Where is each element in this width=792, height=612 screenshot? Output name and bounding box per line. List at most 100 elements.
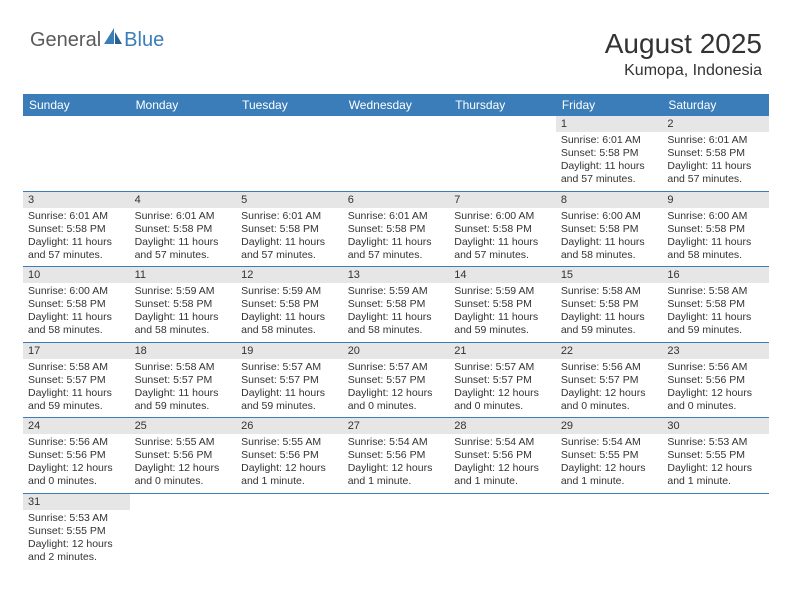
sunset-text: Sunset: 5:58 PM bbox=[454, 298, 551, 311]
daylight-text: Daylight: 11 hours and 58 minutes. bbox=[28, 311, 125, 337]
calendar-day-cell bbox=[449, 116, 556, 191]
sunset-text: Sunset: 5:58 PM bbox=[348, 223, 445, 236]
daylight-text: Daylight: 11 hours and 57 minutes. bbox=[28, 236, 125, 262]
daylight-text: Daylight: 12 hours and 1 minute. bbox=[348, 462, 445, 488]
day-info: Sunrise: 5:59 AMSunset: 5:58 PMDaylight:… bbox=[343, 283, 450, 342]
sunrise-text: Sunrise: 5:57 AM bbox=[241, 361, 338, 374]
day-info: Sunrise: 6:00 AMSunset: 5:58 PMDaylight:… bbox=[662, 208, 769, 267]
calendar-week-row: 31Sunrise: 5:53 AMSunset: 5:55 PMDayligh… bbox=[23, 493, 769, 568]
day-info: Sunrise: 5:56 AMSunset: 5:57 PMDaylight:… bbox=[556, 359, 663, 418]
calendar-day-cell: 8Sunrise: 6:00 AMSunset: 5:58 PMDaylight… bbox=[556, 191, 663, 267]
daylight-text: Daylight: 11 hours and 59 minutes. bbox=[241, 387, 338, 413]
sunset-text: Sunset: 5:58 PM bbox=[241, 298, 338, 311]
sunrise-text: Sunrise: 6:00 AM bbox=[667, 210, 764, 223]
daylight-text: Daylight: 12 hours and 1 minute. bbox=[241, 462, 338, 488]
day-info: Sunrise: 5:59 AMSunset: 5:58 PMDaylight:… bbox=[130, 283, 237, 342]
daylight-text: Daylight: 12 hours and 0 minutes. bbox=[561, 387, 658, 413]
day-number: 28 bbox=[449, 418, 556, 434]
weekday-header-row: Sunday Monday Tuesday Wednesday Thursday… bbox=[23, 94, 769, 116]
weekday-header: Saturday bbox=[662, 94, 769, 116]
day-number: 2 bbox=[662, 116, 769, 132]
daylight-text: Daylight: 12 hours and 0 minutes. bbox=[348, 387, 445, 413]
sunset-text: Sunset: 5:56 PM bbox=[135, 449, 232, 462]
weekday-header: Monday bbox=[130, 94, 237, 116]
daylight-text: Daylight: 12 hours and 0 minutes. bbox=[454, 387, 551, 413]
sunrise-text: Sunrise: 6:00 AM bbox=[28, 285, 125, 298]
sunrise-text: Sunrise: 5:57 AM bbox=[348, 361, 445, 374]
day-info: Sunrise: 6:01 AMSunset: 5:58 PMDaylight:… bbox=[130, 208, 237, 267]
calendar-week-row: 24Sunrise: 5:56 AMSunset: 5:56 PMDayligh… bbox=[23, 418, 769, 494]
calendar-day-cell: 21Sunrise: 5:57 AMSunset: 5:57 PMDayligh… bbox=[449, 342, 556, 418]
sunset-text: Sunset: 5:58 PM bbox=[561, 147, 658, 160]
sunrise-text: Sunrise: 6:01 AM bbox=[348, 210, 445, 223]
weekday-header: Sunday bbox=[23, 94, 130, 116]
calendar-week-row: 17Sunrise: 5:58 AMSunset: 5:57 PMDayligh… bbox=[23, 342, 769, 418]
calendar-week-row: 1Sunrise: 6:01 AMSunset: 5:58 PMDaylight… bbox=[23, 116, 769, 191]
calendar-day-cell: 4Sunrise: 6:01 AMSunset: 5:58 PMDaylight… bbox=[130, 191, 237, 267]
day-info: Sunrise: 5:58 AMSunset: 5:58 PMDaylight:… bbox=[662, 283, 769, 342]
day-info: Sunrise: 5:54 AMSunset: 5:56 PMDaylight:… bbox=[449, 434, 556, 493]
calendar-day-cell: 13Sunrise: 5:59 AMSunset: 5:58 PMDayligh… bbox=[343, 267, 450, 343]
daylight-text: Daylight: 11 hours and 57 minutes. bbox=[135, 236, 232, 262]
sunset-text: Sunset: 5:56 PM bbox=[454, 449, 551, 462]
calendar-day-cell: 20Sunrise: 5:57 AMSunset: 5:57 PMDayligh… bbox=[343, 342, 450, 418]
logo: General Blue bbox=[30, 28, 164, 53]
day-info: Sunrise: 6:01 AMSunset: 5:58 PMDaylight:… bbox=[556, 132, 663, 191]
daylight-text: Daylight: 11 hours and 59 minutes. bbox=[454, 311, 551, 337]
sunset-text: Sunset: 5:57 PM bbox=[561, 374, 658, 387]
sunrise-text: Sunrise: 5:55 AM bbox=[135, 436, 232, 449]
calendar-day-cell: 14Sunrise: 5:59 AMSunset: 5:58 PMDayligh… bbox=[449, 267, 556, 343]
calendar-day-cell: 6Sunrise: 6:01 AMSunset: 5:58 PMDaylight… bbox=[343, 191, 450, 267]
day-number: 21 bbox=[449, 343, 556, 359]
day-number: 19 bbox=[236, 343, 343, 359]
daylight-text: Daylight: 12 hours and 1 minute. bbox=[667, 462, 764, 488]
sunrise-text: Sunrise: 5:55 AM bbox=[241, 436, 338, 449]
sunrise-text: Sunrise: 6:01 AM bbox=[28, 210, 125, 223]
daylight-text: Daylight: 12 hours and 0 minutes. bbox=[667, 387, 764, 413]
daylight-text: Daylight: 12 hours and 0 minutes. bbox=[135, 462, 232, 488]
day-number: 15 bbox=[556, 267, 663, 283]
sunset-text: Sunset: 5:55 PM bbox=[28, 525, 125, 538]
sunrise-text: Sunrise: 5:54 AM bbox=[454, 436, 551, 449]
sunrise-text: Sunrise: 6:00 AM bbox=[561, 210, 658, 223]
day-number: 16 bbox=[662, 267, 769, 283]
sunset-text: Sunset: 5:57 PM bbox=[454, 374, 551, 387]
calendar-day-cell: 27Sunrise: 5:54 AMSunset: 5:56 PMDayligh… bbox=[343, 418, 450, 494]
daylight-text: Daylight: 11 hours and 57 minutes. bbox=[667, 160, 764, 186]
sunset-text: Sunset: 5:57 PM bbox=[135, 374, 232, 387]
calendar-day-cell bbox=[449, 493, 556, 568]
daylight-text: Daylight: 12 hours and 1 minute. bbox=[454, 462, 551, 488]
day-number: 17 bbox=[23, 343, 130, 359]
sunset-text: Sunset: 5:56 PM bbox=[28, 449, 125, 462]
sunset-text: Sunset: 5:58 PM bbox=[241, 223, 338, 236]
logo-text-blue: Blue bbox=[124, 29, 164, 52]
day-number: 22 bbox=[556, 343, 663, 359]
day-info: Sunrise: 6:00 AMSunset: 5:58 PMDaylight:… bbox=[23, 283, 130, 342]
calendar-day-cell: 9Sunrise: 6:00 AMSunset: 5:58 PMDaylight… bbox=[662, 191, 769, 267]
sunrise-text: Sunrise: 5:54 AM bbox=[348, 436, 445, 449]
day-info: Sunrise: 5:56 AMSunset: 5:56 PMDaylight:… bbox=[662, 359, 769, 418]
sunrise-text: Sunrise: 5:59 AM bbox=[348, 285, 445, 298]
day-number: 9 bbox=[662, 192, 769, 208]
sunrise-text: Sunrise: 5:59 AM bbox=[454, 285, 551, 298]
day-number: 6 bbox=[343, 192, 450, 208]
daylight-text: Daylight: 11 hours and 57 minutes. bbox=[561, 160, 658, 186]
sunset-text: Sunset: 5:58 PM bbox=[667, 298, 764, 311]
day-info: Sunrise: 5:59 AMSunset: 5:58 PMDaylight:… bbox=[449, 283, 556, 342]
day-info: Sunrise: 5:59 AMSunset: 5:58 PMDaylight:… bbox=[236, 283, 343, 342]
day-number: 12 bbox=[236, 267, 343, 283]
day-info: Sunrise: 5:53 AMSunset: 5:55 PMDaylight:… bbox=[23, 510, 130, 569]
calendar-day-cell: 22Sunrise: 5:56 AMSunset: 5:57 PMDayligh… bbox=[556, 342, 663, 418]
daylight-text: Daylight: 11 hours and 57 minutes. bbox=[241, 236, 338, 262]
sunrise-text: Sunrise: 5:58 AM bbox=[561, 285, 658, 298]
sunrise-text: Sunrise: 5:58 AM bbox=[667, 285, 764, 298]
sunset-text: Sunset: 5:56 PM bbox=[241, 449, 338, 462]
sunset-text: Sunset: 5:58 PM bbox=[348, 298, 445, 311]
day-number: 23 bbox=[662, 343, 769, 359]
daylight-text: Daylight: 12 hours and 0 minutes. bbox=[28, 462, 125, 488]
day-info: Sunrise: 5:53 AMSunset: 5:55 PMDaylight:… bbox=[662, 434, 769, 493]
day-info: Sunrise: 5:58 AMSunset: 5:57 PMDaylight:… bbox=[130, 359, 237, 418]
calendar-day-cell: 12Sunrise: 5:59 AMSunset: 5:58 PMDayligh… bbox=[236, 267, 343, 343]
day-number: 26 bbox=[236, 418, 343, 434]
sunrise-text: Sunrise: 5:53 AM bbox=[28, 512, 125, 525]
